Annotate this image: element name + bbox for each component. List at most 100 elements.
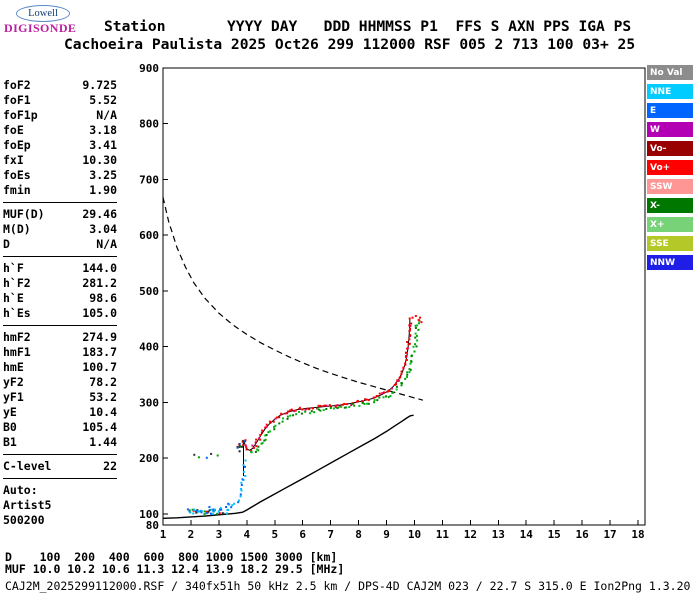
x-tick-label: 8 bbox=[355, 528, 362, 541]
legend-item-w: W bbox=[647, 122, 693, 137]
parameter-label: hmF2 bbox=[3, 330, 31, 344]
parameter-label: h`F2 bbox=[3, 276, 31, 290]
e-cusp-dots bbox=[227, 459, 247, 511]
y-tick-label: 500 bbox=[139, 285, 159, 298]
parameter-value: 1.44 bbox=[89, 435, 117, 449]
parameter-value: 29.46 bbox=[82, 207, 117, 221]
parameter-row: B0 105.4 bbox=[3, 420, 117, 435]
parameter-row: Auto: bbox=[3, 483, 117, 498]
parameter-label: h`F bbox=[3, 261, 24, 275]
parameter-value: 10.4 bbox=[89, 405, 117, 419]
logo-digisonde-text: DIGISONDE bbox=[4, 21, 77, 35]
distance-row: D 100 200 400 600 800 1000 1500 3000 [km… bbox=[5, 550, 338, 564]
panel-separator bbox=[3, 256, 117, 257]
x-tip-specks-green bbox=[417, 322, 420, 331]
parameter-label: D bbox=[3, 237, 10, 251]
y-tick-label: 80 bbox=[146, 519, 159, 532]
y-tick-label: 300 bbox=[139, 396, 159, 409]
x-tip-specks-red bbox=[411, 315, 423, 324]
x-tick-label: 7 bbox=[327, 528, 334, 541]
e-scatter-upper bbox=[208, 502, 231, 511]
parameter-row: hmF2 274.9 bbox=[3, 330, 117, 345]
parameter-row: Artist5 bbox=[3, 498, 117, 513]
parameter-label: Artist5 bbox=[3, 498, 52, 512]
parameter-label: MUF(D) bbox=[3, 207, 45, 221]
parameter-row: fmin 1.90 bbox=[3, 183, 117, 198]
parameter-label: hmF1 bbox=[3, 345, 31, 359]
x-tick-label: 10 bbox=[408, 528, 421, 541]
echo-direction-legend: No Val NNE E W Vo- Vo+ SSW X- X+ SSE NNW bbox=[647, 65, 693, 274]
legend-item-x+: X+ bbox=[647, 217, 693, 232]
x-tick-label: 15 bbox=[548, 528, 561, 541]
parameter-row: foE 3.18 bbox=[3, 123, 117, 138]
parameter-value: 3.25 bbox=[89, 168, 117, 182]
parameter-value: 5.52 bbox=[89, 93, 117, 107]
parameter-label: hmE bbox=[3, 360, 24, 374]
parameter-label: B0 bbox=[3, 420, 17, 434]
parameter-label: yF2 bbox=[3, 375, 24, 389]
panel-separator bbox=[3, 325, 117, 326]
parameter-row: C-level 22 bbox=[3, 459, 117, 474]
parameter-label: foF2 bbox=[3, 78, 31, 92]
x-tick-label: 5 bbox=[271, 528, 278, 541]
parameter-value: 78.2 bbox=[89, 375, 117, 389]
x-trace-dots bbox=[250, 319, 421, 454]
x-tick-label: 16 bbox=[576, 528, 590, 541]
parameter-label: foF1 bbox=[3, 93, 31, 107]
parameter-label: yE bbox=[3, 405, 17, 419]
logo-oval: Lowell bbox=[16, 5, 70, 22]
panel-separator bbox=[3, 454, 117, 455]
x-tick-label: 13 bbox=[492, 528, 505, 541]
parameter-row: foF1p N/A bbox=[3, 108, 117, 123]
parameter-value: 9.725 bbox=[82, 78, 117, 92]
parameter-row: yF2 78.2 bbox=[3, 375, 117, 390]
parameter-row: foEp 3.41 bbox=[3, 138, 117, 153]
parameter-value: N/A bbox=[96, 237, 117, 251]
y-tick-label: 400 bbox=[139, 341, 159, 354]
parameter-row: yE 10.4 bbox=[3, 405, 117, 420]
panel-separator bbox=[3, 202, 117, 203]
f-trace-fit bbox=[243, 317, 411, 451]
measurement-info-line: CAJ2M_2025299112000.RSF / 340fx51h 50 kH… bbox=[5, 579, 691, 593]
legend-item-x-: X- bbox=[647, 198, 693, 213]
axes: 1 2 3 4 5 6 7 8 9 10 11 12 13 14 15 16 17 188010020030040… bbox=[139, 62, 646, 541]
y-tick-label: 800 bbox=[139, 118, 159, 131]
o-trace-dots bbox=[242, 317, 413, 452]
legend-item-no-val: No Val bbox=[647, 65, 693, 80]
parameter-value: 144.0 bbox=[82, 261, 117, 275]
station-data-row: Cachoeira Paulista 2025 Oct26 299 112000… bbox=[64, 36, 636, 53]
parameter-label: foF1p bbox=[3, 108, 38, 122]
legend-item-vo-: Vo- bbox=[647, 141, 693, 156]
parameter-value: 274.9 bbox=[82, 330, 117, 344]
x-tick-label: 6 bbox=[299, 528, 306, 541]
parameter-row: h`F 144.0 bbox=[3, 261, 117, 276]
e-trace-dots bbox=[186, 508, 229, 516]
parameter-label: fxI bbox=[3, 153, 24, 167]
muf-transmission-curve bbox=[162, 197, 424, 401]
parameter-row: B1 1.44 bbox=[3, 435, 117, 450]
y-tick-label: 600 bbox=[139, 229, 159, 242]
second-hop-dots bbox=[193, 452, 219, 459]
parameter-label: foEs bbox=[3, 168, 31, 182]
legend-item-vo+: Vo+ bbox=[647, 160, 693, 175]
parameter-row: MUF(D) 29.46 bbox=[3, 207, 117, 222]
parameter-label: C-level bbox=[3, 459, 52, 473]
parameter-value: 53.2 bbox=[89, 390, 117, 404]
parameter-label: M(D) bbox=[3, 222, 31, 236]
parameter-label: h`Es bbox=[3, 306, 31, 320]
parameter-value: 105.0 bbox=[82, 306, 117, 320]
legend-item-nne: NNE bbox=[647, 84, 693, 99]
logo-lowell-text: Lowell bbox=[28, 8, 58, 19]
x-tick-label: 12 bbox=[464, 528, 477, 541]
parameter-row: h`F2 281.2 bbox=[3, 276, 117, 291]
legend-item-sse: SSE bbox=[647, 236, 693, 251]
parameter-row: M(D) 3.04 bbox=[3, 222, 117, 237]
legend-item-e: E bbox=[647, 103, 693, 118]
parameter-row: hmF1 183.7 bbox=[3, 345, 117, 360]
parameter-label: Auto: bbox=[3, 483, 38, 497]
parameter-label: foEp bbox=[3, 138, 31, 152]
parameter-row: foF2 9.725 bbox=[3, 78, 117, 93]
x-tick-label: 18 bbox=[631, 528, 644, 541]
parameter-row: h`E 98.6 bbox=[3, 291, 117, 306]
